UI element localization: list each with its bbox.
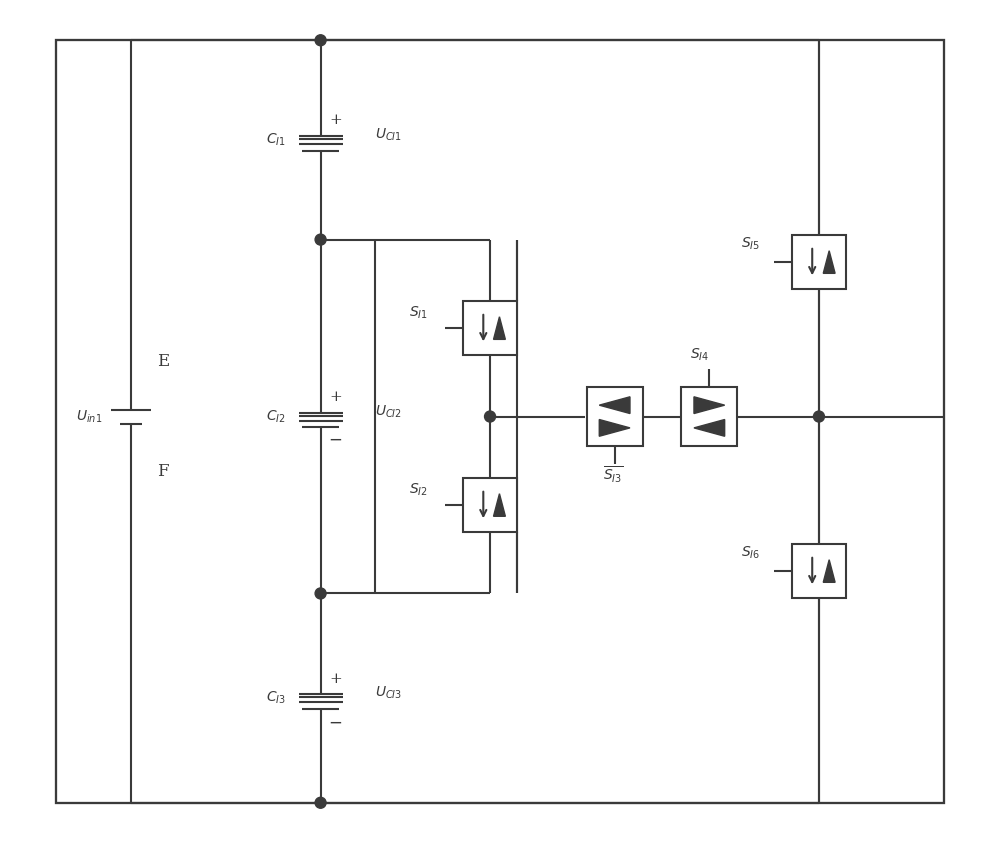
- Polygon shape: [694, 419, 725, 436]
- Text: $-$: $-$: [328, 430, 343, 447]
- Bar: [681, 386, 737, 447]
- Text: E: E: [157, 353, 169, 370]
- Polygon shape: [494, 493, 505, 516]
- Circle shape: [315, 588, 326, 599]
- Text: $S_{I6}$: $S_{I6}$: [741, 545, 760, 561]
- Polygon shape: [494, 317, 505, 340]
- Bar: [792, 544, 846, 598]
- Text: $S_{I5}$: $S_{I5}$: [741, 236, 760, 252]
- Bar: [463, 301, 517, 355]
- Bar: [792, 235, 846, 289]
- Bar: [463, 478, 517, 531]
- Circle shape: [315, 797, 326, 808]
- Circle shape: [813, 411, 824, 422]
- Text: $S_{I1}$: $S_{I1}$: [409, 305, 428, 321]
- Bar: [56, 40, 944, 803]
- Text: $S_{I2}$: $S_{I2}$: [409, 482, 428, 498]
- Polygon shape: [823, 559, 835, 582]
- Text: F: F: [157, 463, 169, 480]
- Polygon shape: [694, 396, 725, 413]
- Text: $U_{CI1}$: $U_{CI1}$: [375, 127, 402, 143]
- Text: $\overline{S_{I3}}$: $\overline{S_{I3}}$: [603, 464, 623, 485]
- Text: $S_{I4}$: $S_{I4}$: [690, 346, 709, 363]
- Polygon shape: [599, 396, 630, 413]
- Circle shape: [315, 234, 326, 245]
- Text: +: +: [329, 390, 342, 404]
- Text: $U_{in1}$: $U_{in1}$: [76, 408, 102, 424]
- Circle shape: [485, 411, 496, 422]
- Text: $C_{I2}$: $C_{I2}$: [266, 408, 286, 424]
- Polygon shape: [599, 419, 630, 436]
- Text: $C_{I3}$: $C_{I3}$: [266, 690, 286, 706]
- Text: $-$: $-$: [328, 714, 343, 731]
- Text: +: +: [329, 672, 342, 686]
- Text: $C_{I1}$: $C_{I1}$: [266, 132, 286, 148]
- Circle shape: [315, 35, 326, 46]
- Polygon shape: [823, 250, 835, 273]
- Bar: [587, 386, 643, 447]
- Text: $U_{CI2}$: $U_{CI2}$: [375, 403, 402, 419]
- Text: +: +: [329, 114, 342, 127]
- Text: $U_{CI3}$: $U_{CI3}$: [375, 685, 403, 701]
